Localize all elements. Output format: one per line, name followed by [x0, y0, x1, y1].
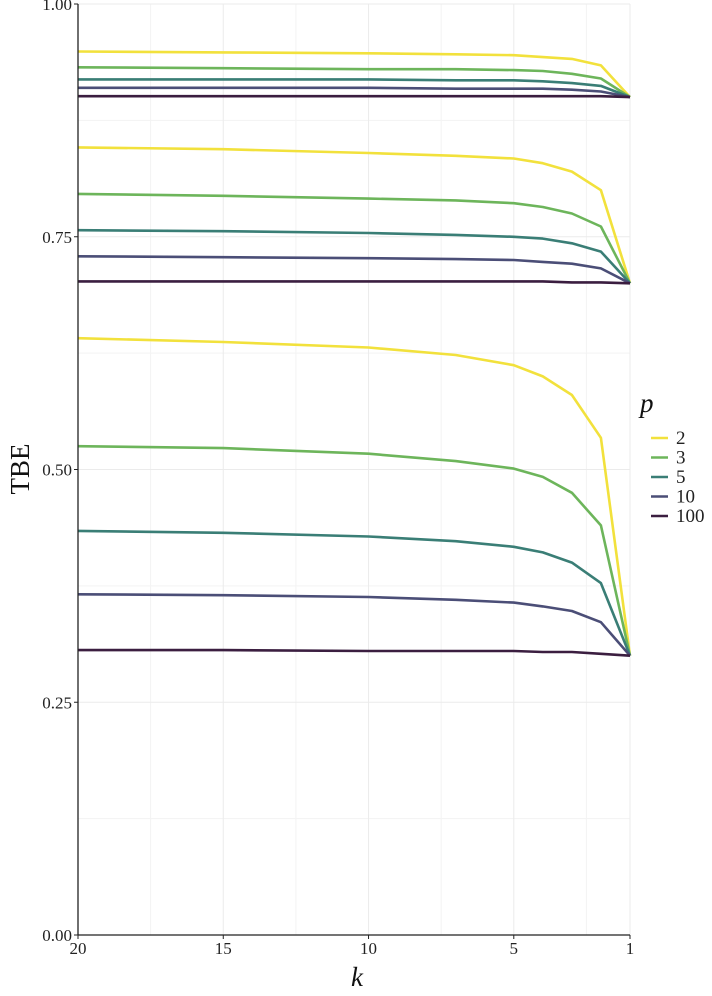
series-line-p100-group1 — [78, 94, 631, 99]
series-line-p3-group1 — [77, 66, 631, 99]
series-line-p10-group3 — [77, 593, 631, 657]
series-line-p2-group2 — [77, 146, 632, 284]
series-line-p2-group1 — [77, 50, 631, 98]
y-tick-label: 1.00 — [42, 0, 72, 14]
series-line-p5-group2 — [77, 228, 631, 285]
series-line-p5-group1 — [78, 78, 631, 99]
x-axis-label: k — [351, 962, 364, 992]
grid — [77, 3, 631, 936]
legend-label-p3: 3 — [676, 448, 686, 469]
legend-title: p — [638, 388, 654, 418]
x-tick-label: 5 — [510, 939, 519, 958]
x-tick-label: 20 — [70, 939, 87, 958]
series-line-p10-group2 — [77, 255, 631, 285]
series-line-p100-group3 — [78, 648, 631, 657]
y-axis-label: TBE — [5, 444, 35, 495]
legend-label-p5: 5 — [676, 467, 686, 488]
series-line-p3-group2 — [77, 192, 632, 284]
legend-label-p10: 10 — [676, 487, 695, 508]
x-tick-label: 10 — [360, 939, 377, 958]
legend-label-p100: 100 — [676, 506, 705, 527]
ticks: 20 15 10 5 1 0.00 0.25 0.50 0.75 1.00 — [42, 0, 634, 958]
series-line-p10-group1 — [78, 86, 631, 99]
legend-label-p2: 2 — [676, 428, 686, 449]
y-tick-label: 0.50 — [42, 461, 72, 480]
series-line-p100-group2 — [78, 280, 631, 285]
y-tick-label: 0.00 — [42, 926, 72, 945]
series-line-p5-group3 — [77, 529, 632, 657]
y-tick-label: 0.25 — [42, 693, 72, 712]
series-line-p2-group3 — [77, 336, 632, 656]
x-tick-label: 1 — [626, 939, 635, 958]
y-tick-label: 0.75 — [42, 228, 72, 247]
x-tick-label: 15 — [215, 939, 232, 958]
series-line-p3-group3 — [77, 444, 632, 656]
series-lines — [77, 50, 632, 657]
